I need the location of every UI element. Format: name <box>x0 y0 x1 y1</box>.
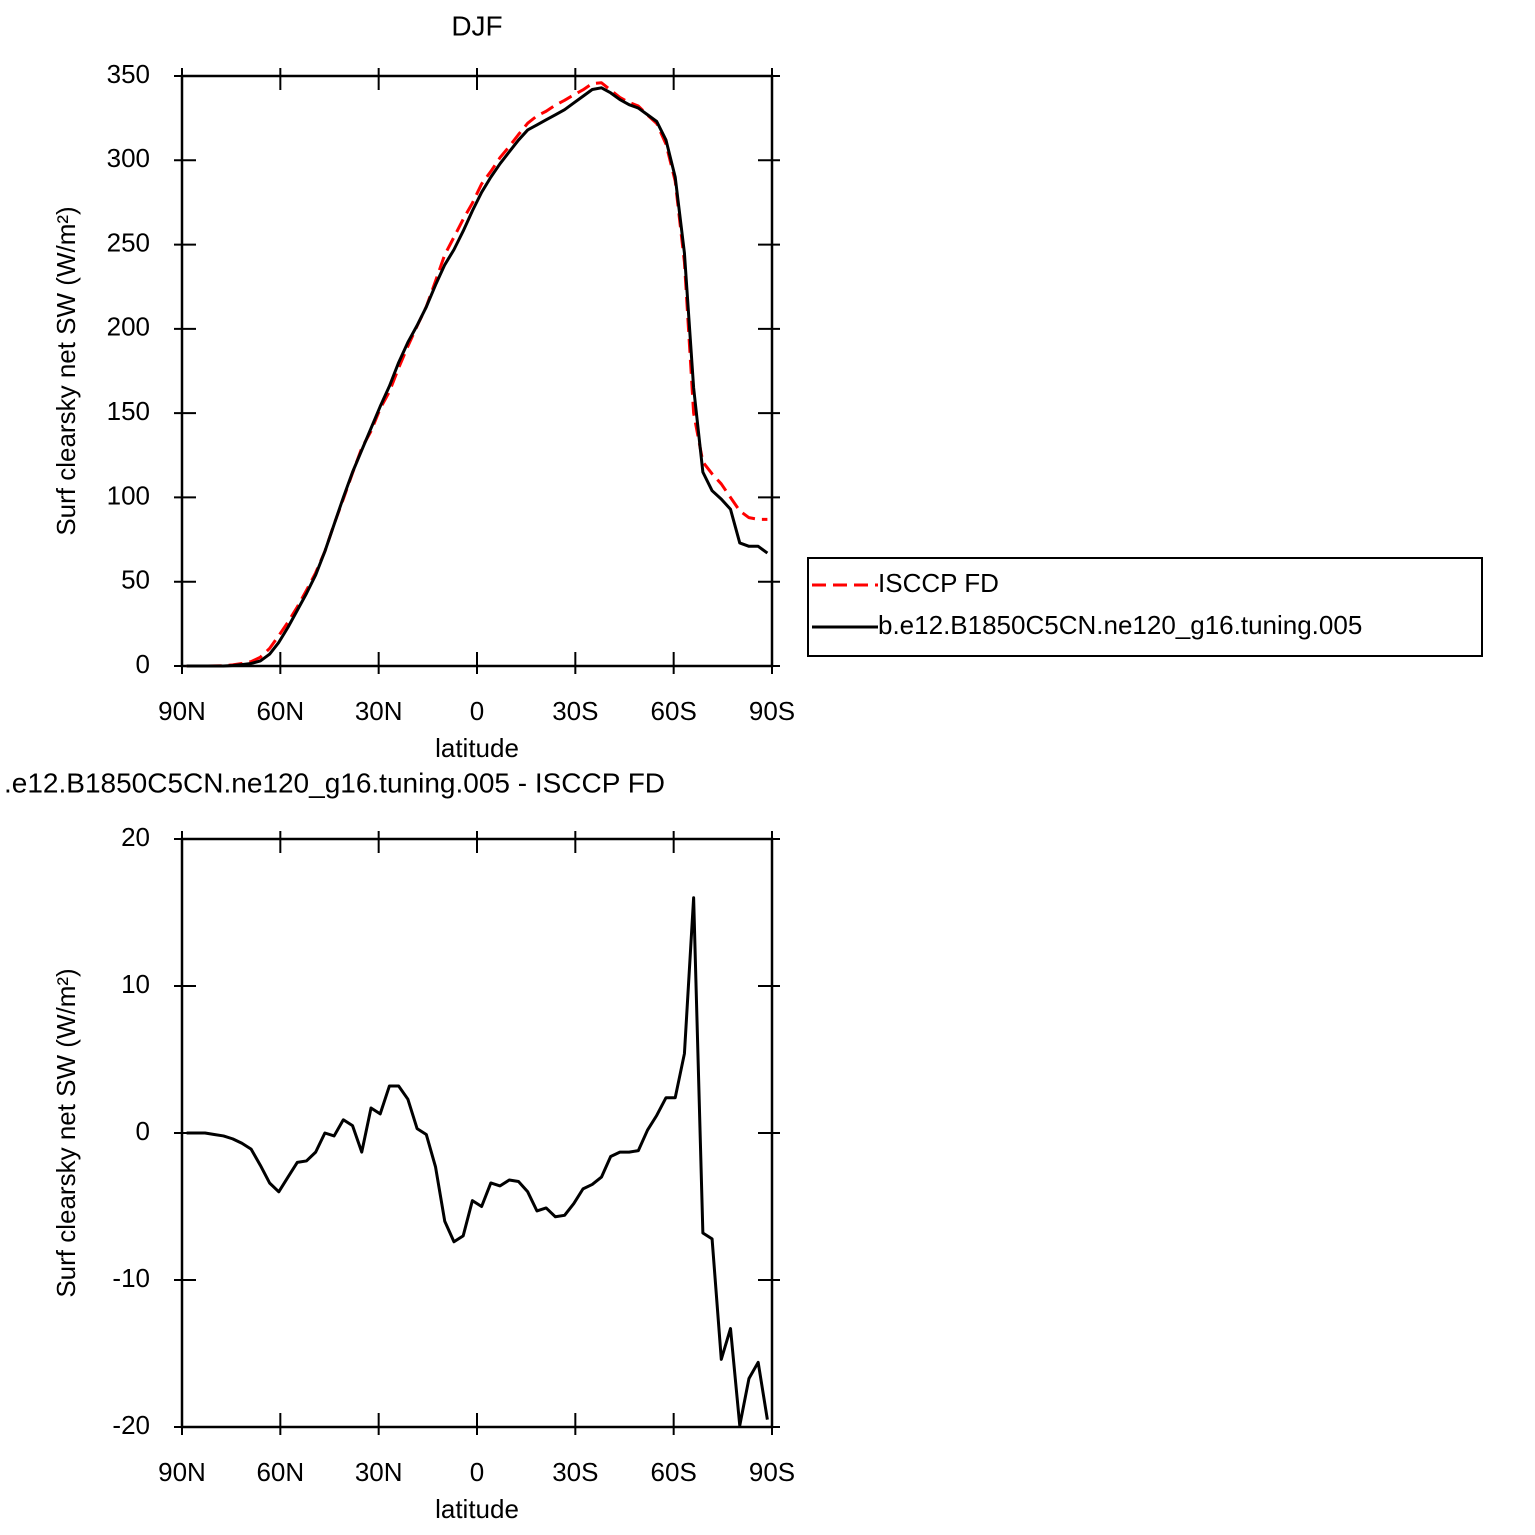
x-tick-label: 90N <box>158 1457 206 1487</box>
y-tick-label: -10 <box>112 1263 150 1293</box>
y-tick-label: 200 <box>107 312 150 342</box>
y-tick-label: 100 <box>107 480 150 510</box>
x-tick-label: 60S <box>651 1457 697 1487</box>
x-tick-label: 0 <box>470 1457 484 1487</box>
x-tick-label: 90S <box>749 1457 795 1487</box>
y-tick-label: -20 <box>112 1410 150 1440</box>
legend-label: b.e12.B1850C5CN.ne120_g16.tuning.005 <box>878 610 1362 640</box>
y-axis-label: Surf clearsky net SW (W/m²) <box>51 206 81 535</box>
x-axis-label: latitude <box>435 733 519 763</box>
x-tick-label: 0 <box>470 696 484 726</box>
y-tick-label: 0 <box>136 649 150 679</box>
series-line <box>186 896 769 1428</box>
x-tick-label: 30N <box>355 1457 403 1487</box>
x-axis-label: latitude <box>435 1494 519 1524</box>
x-tick-label: 60S <box>651 696 697 726</box>
y-tick-label: 0 <box>136 1116 150 1146</box>
y-tick-label: 350 <box>107 59 150 89</box>
y-tick-label: 150 <box>107 396 150 426</box>
x-tick-label: 90S <box>749 696 795 726</box>
x-tick-label: 60N <box>256 1457 304 1487</box>
plot-frame <box>180 74 774 668</box>
series-line <box>186 81 768 668</box>
x-tick-label: 90N <box>158 696 206 726</box>
plot-frame <box>180 837 774 1429</box>
y-tick-label: 250 <box>107 227 150 257</box>
y-tick-label: 20 <box>121 822 150 852</box>
x-tick-label: 30S <box>552 696 598 726</box>
x-tick-label: 30N <box>355 696 403 726</box>
y-tick-label: 300 <box>107 143 150 173</box>
legend-label: ISCCP FD <box>878 568 999 598</box>
chart-title: DJF <box>451 10 502 41</box>
y-tick-label: 10 <box>121 969 150 999</box>
y-axis-label: Surf clearsky net SW (W/m²) <box>51 968 81 1297</box>
chart-title: .e12.B1850C5CN.ne120_g16.tuning.005 - IS… <box>4 767 665 798</box>
x-tick-label: 30S <box>552 1457 598 1487</box>
x-tick-label: 60N <box>256 696 304 726</box>
legend-box <box>807 557 1483 657</box>
series-line <box>186 86 769 668</box>
y-tick-label: 50 <box>121 565 150 595</box>
